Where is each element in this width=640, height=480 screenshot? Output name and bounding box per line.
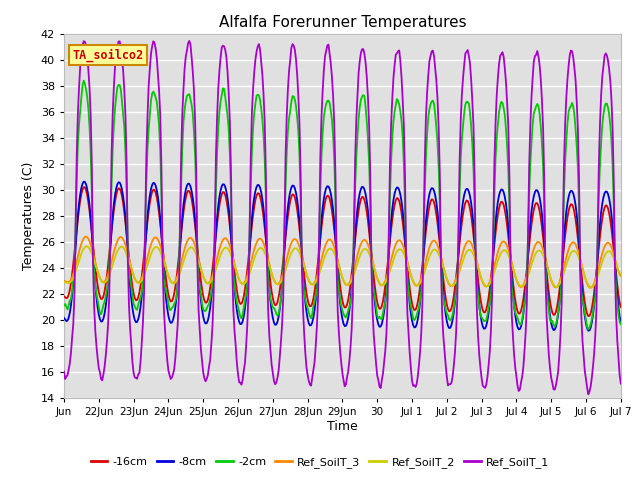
-2cm: [617, 322, 625, 327]
Ref_SoilT_2: [60, 279, 68, 285]
-8cm: [314, 268, 322, 274]
Ref_SoilT_3: [465, 238, 473, 244]
Ref_SoilT_2: [472, 258, 479, 264]
Line: -16cm: -16cm: [64, 187, 621, 316]
Line: Ref_SoilT_2: Ref_SoilT_2: [64, 246, 621, 287]
-8cm: [584, 328, 592, 334]
-8cm: [465, 189, 473, 194]
Line: -8cm: -8cm: [64, 181, 621, 331]
Ref_SoilT_1: [60, 369, 68, 374]
-16cm: [60, 293, 68, 299]
Line: Ref_SoilT_1: Ref_SoilT_1: [64, 41, 621, 395]
Ref_SoilT_2: [588, 284, 596, 290]
Ref_SoilT_1: [472, 264, 479, 270]
Legend: -16cm, -8cm, -2cm, Ref_SoilT_3, Ref_SoilT_2, Ref_SoilT_1: -16cm, -8cm, -2cm, Ref_SoilT_3, Ref_Soil…: [86, 452, 554, 472]
-8cm: [453, 271, 461, 276]
-16cm: [617, 304, 625, 310]
-8cm: [617, 319, 625, 324]
-8cm: [472, 257, 479, 263]
X-axis label: Time: Time: [327, 420, 358, 433]
Ref_SoilT_1: [465, 53, 473, 59]
-8cm: [594, 254, 602, 260]
Ref_SoilT_1: [343, 374, 351, 380]
Ref_SoilT_3: [343, 282, 351, 288]
-2cm: [453, 276, 461, 282]
Ref_SoilT_3: [472, 254, 479, 260]
Ref_SoilT_1: [584, 392, 592, 397]
-2cm: [594, 240, 602, 245]
Ref_SoilT_2: [314, 275, 322, 280]
Ref_SoilT_1: [314, 295, 322, 300]
-2cm: [314, 270, 322, 276]
-16cm: [472, 255, 479, 261]
Ref_SoilT_1: [617, 381, 625, 386]
Ref_SoilT_1: [186, 38, 193, 44]
Ref_SoilT_3: [594, 269, 602, 275]
-16cm: [80, 184, 88, 190]
Ref_SoilT_3: [60, 278, 68, 284]
Ref_SoilT_3: [617, 273, 625, 279]
-16cm: [465, 201, 473, 206]
-16cm: [343, 302, 351, 308]
Ref_SoilT_1: [594, 236, 602, 241]
Ref_SoilT_3: [587, 285, 595, 291]
Ref_SoilT_1: [453, 298, 461, 303]
-16cm: [584, 313, 592, 319]
Ref_SoilT_2: [343, 282, 351, 288]
Ref_SoilT_3: [453, 272, 461, 277]
-8cm: [80, 179, 88, 184]
Ref_SoilT_3: [82, 234, 90, 240]
Text: TA_soilco2: TA_soilco2: [72, 48, 143, 61]
Line: Ref_SoilT_3: Ref_SoilT_3: [64, 237, 621, 288]
-2cm: [472, 258, 479, 264]
Ref_SoilT_2: [594, 274, 602, 279]
-16cm: [453, 264, 461, 269]
-2cm: [343, 312, 351, 317]
-8cm: [60, 315, 68, 321]
Ref_SoilT_2: [453, 276, 461, 281]
Title: Alfalfa Forerunner Temperatures: Alfalfa Forerunner Temperatures: [219, 15, 466, 30]
Ref_SoilT_2: [617, 271, 625, 277]
-16cm: [594, 257, 602, 263]
-16cm: [314, 259, 322, 264]
-2cm: [584, 326, 592, 332]
Ref_SoilT_2: [465, 247, 473, 253]
-8cm: [343, 320, 351, 326]
-2cm: [60, 302, 68, 308]
Ref_SoilT_3: [314, 270, 322, 276]
Line: -2cm: -2cm: [64, 81, 621, 329]
Ref_SoilT_2: [82, 243, 90, 249]
Y-axis label: Temperatures (C): Temperatures (C): [22, 162, 35, 270]
-2cm: [80, 78, 88, 84]
-2cm: [465, 100, 473, 106]
